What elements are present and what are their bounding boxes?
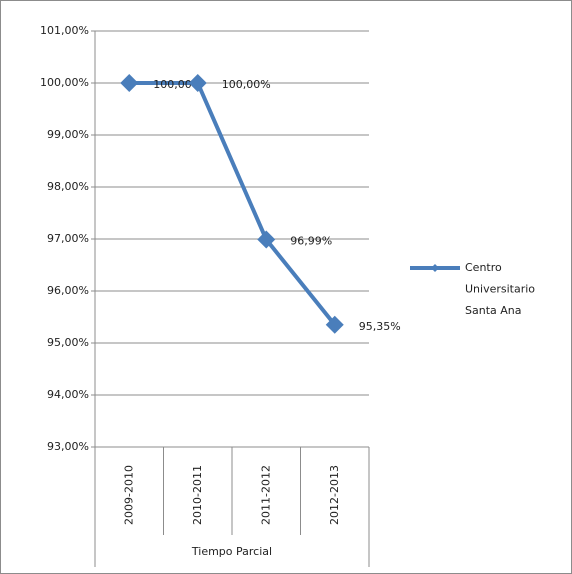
y-tick-label: 97,00% xyxy=(47,232,89,245)
data-marker xyxy=(325,315,344,334)
data-marker xyxy=(120,74,139,92)
y-tick-label: 96,00% xyxy=(47,284,89,297)
data-marker xyxy=(188,74,207,92)
data-marker xyxy=(257,230,276,249)
x-tick-label: 2010-2011 xyxy=(191,465,204,525)
x-group-label: Tiempo Parcial xyxy=(191,545,272,558)
y-tick-label: 98,00% xyxy=(47,180,89,193)
data-label: 96,99% xyxy=(290,235,332,248)
y-tick-label: 94,00% xyxy=(47,388,89,401)
x-tick-label: 2009-2010 xyxy=(122,465,135,525)
y-tick-label: 99,00% xyxy=(47,128,89,141)
y-tick-label: 95,00% xyxy=(47,336,89,349)
y-tick-label: 101,00% xyxy=(40,24,89,37)
x-tick-label: 2012-2013 xyxy=(328,465,341,525)
data-label: 100,00% xyxy=(222,78,271,91)
data-label: 95,35% xyxy=(359,320,401,333)
x-tick-label: 2011-2012 xyxy=(259,465,272,525)
legend-label: Centro Universitario Santa Ana xyxy=(465,261,535,317)
data-label: 100,00% xyxy=(153,78,202,91)
y-tick-label: 93,00% xyxy=(47,440,89,453)
legend-marker xyxy=(431,264,439,272)
y-tick-label: 100,00% xyxy=(40,76,89,89)
series-line xyxy=(129,81,337,327)
